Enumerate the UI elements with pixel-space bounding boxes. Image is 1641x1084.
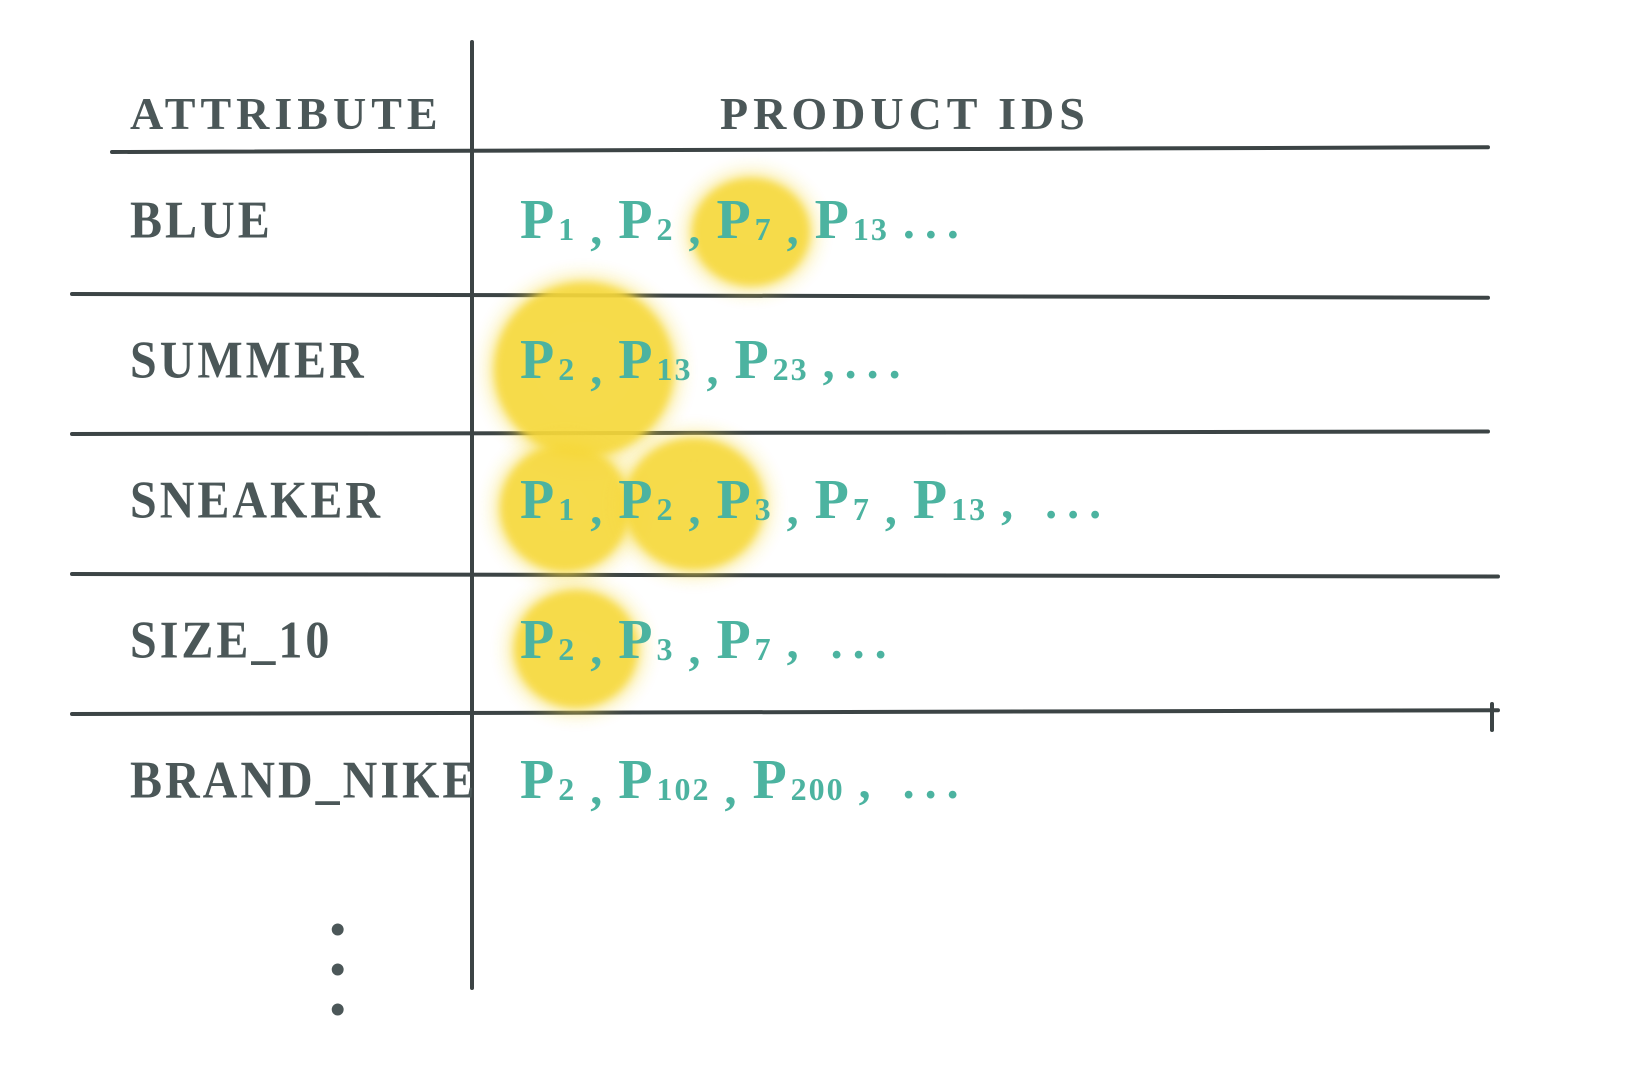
product-id: P1 [520, 188, 576, 252]
table-row: SNEAKERP1,P2,P3,P7,P13 , ... [110, 430, 1500, 570]
product-id-list: P2,P102,P200 , ... [520, 748, 969, 812]
product-id: P102 [618, 748, 710, 812]
attribute-label: SNEAKER [130, 470, 383, 531]
attribute-label: BRAND_NIKE [130, 750, 477, 811]
separator: , [590, 341, 604, 396]
inverted-index-table: ATTRIBUTE PRODUCT IDS BLUEP1,P2,P7,P13 .… [110, 40, 1500, 1040]
separator: , [590, 201, 604, 256]
separator: , [590, 481, 604, 536]
table-row: BLUEP1,P2,P7,P13 ... [110, 150, 1500, 290]
product-id: P2 [618, 188, 674, 252]
ellipsis: , ... [859, 755, 969, 810]
attribute-label: SIZE_10 [130, 610, 332, 671]
product-id: P13 [815, 188, 889, 252]
product-id-list: P1,P2,P3,P7,P13 , ... [520, 468, 1111, 532]
table-header: ATTRIBUTE PRODUCT IDS [110, 40, 1500, 150]
ellipsis: , ... [1001, 475, 1111, 530]
product-id: P13 [913, 468, 987, 532]
table-row: SUMMERP2,P13,P23 ,... [110, 290, 1500, 430]
header-product-ids: PRODUCT IDS [720, 87, 1090, 140]
separator: , [787, 201, 801, 256]
separator: , [688, 621, 702, 676]
attribute-label: BLUE [130, 190, 273, 251]
product-id: P3 [716, 468, 772, 532]
separator: , [706, 341, 720, 396]
product-id: P23 [734, 328, 808, 392]
separator: , [885, 481, 899, 536]
product-id-list: P2,P3,P7 , ... [520, 608, 897, 672]
header-attribute: ATTRIBUTE [130, 87, 443, 140]
separator: , [688, 201, 702, 256]
vertical-ellipsis: • • • [330, 910, 345, 1030]
ellipsis: ... [903, 195, 969, 250]
product-id: P2 [520, 748, 576, 812]
product-id: P2 [520, 328, 576, 392]
product-id: P2 [618, 468, 674, 532]
ellipsis: ,... [823, 335, 911, 390]
separator: , [590, 621, 604, 676]
table-body: BLUEP1,P2,P7,P13 ...SUMMERP2,P13,P23 ,..… [110, 150, 1500, 850]
product-id: P7 [716, 608, 772, 672]
product-id: P13 [618, 328, 692, 392]
separator: , [590, 761, 604, 816]
product-id: P200 [752, 748, 844, 812]
separator: , [724, 761, 738, 816]
separator: , [787, 481, 801, 536]
ellipsis: , ... [787, 615, 897, 670]
product-id-list: P2,P13,P23 ,... [520, 328, 911, 392]
table-row: BRAND_NIKEP2,P102,P200 , ... [110, 710, 1500, 850]
product-id: P7 [815, 468, 871, 532]
product-id: P3 [618, 608, 674, 672]
table-row: SIZE_10P2,P3,P7 , ... [110, 570, 1500, 710]
product-id: P7 [716, 188, 772, 252]
attribute-label: SUMMER [130, 330, 367, 391]
product-id-list: P1,P2,P7,P13 ... [520, 188, 969, 252]
product-id: P2 [520, 608, 576, 672]
product-id: P1 [520, 468, 576, 532]
separator: , [688, 481, 702, 536]
